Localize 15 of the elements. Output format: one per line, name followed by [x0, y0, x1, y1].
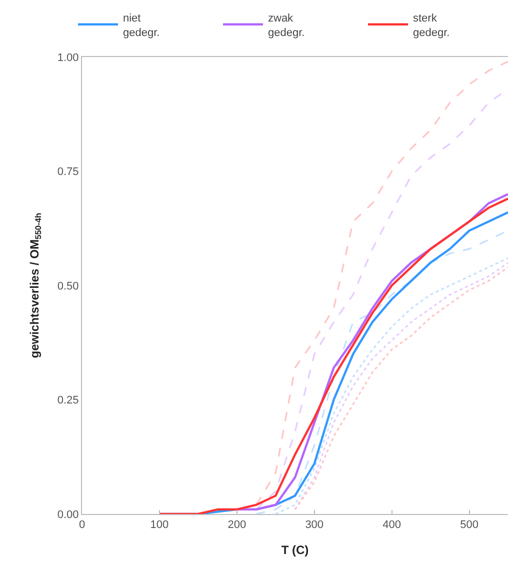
x-tick-label: 100	[150, 519, 169, 532]
y-tick-label: 0.25	[57, 394, 79, 407]
legend-label: zwak gedegr.	[268, 12, 305, 39]
y-tick-label: 0.50	[57, 280, 79, 292]
legend-label: sterk gedegr.	[413, 12, 450, 39]
x-axis-title: T (C)	[281, 543, 309, 558]
legend-label: niet gedegr.	[123, 12, 160, 39]
x-tick-label: 0	[78, 519, 86, 532]
x-tick-label: 500	[460, 519, 478, 532]
x-tick-label: 300	[305, 519, 324, 532]
y-tick-label: 0.00	[57, 508, 79, 521]
x-tick-label: 400	[382, 519, 401, 532]
x-tick-label: 200	[228, 519, 246, 532]
y-tick-label: 1.00	[57, 52, 79, 64]
y-tick-label: 0.75	[57, 166, 79, 178]
